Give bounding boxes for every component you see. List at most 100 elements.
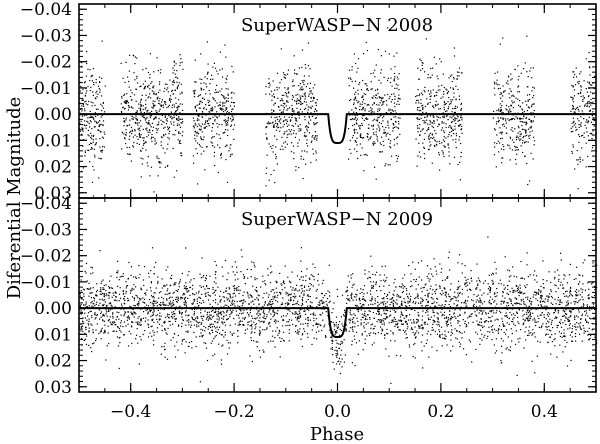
data-point xyxy=(468,288,471,290)
data-point xyxy=(200,137,202,140)
data-point xyxy=(298,167,300,169)
data-point xyxy=(226,100,228,102)
data-point xyxy=(415,280,417,282)
data-point xyxy=(540,296,542,298)
data-point xyxy=(408,346,411,348)
data-point xyxy=(125,101,127,103)
data-point xyxy=(465,279,467,281)
data-point xyxy=(396,160,398,162)
data-point xyxy=(221,68,223,70)
data-point xyxy=(306,126,308,128)
data-point xyxy=(295,169,297,171)
data-point xyxy=(588,106,590,108)
data-point xyxy=(473,294,475,296)
data-point xyxy=(101,280,103,283)
data-point xyxy=(224,44,226,46)
data-point xyxy=(514,302,516,305)
data-point xyxy=(153,106,155,108)
data-point xyxy=(429,101,431,104)
data-point xyxy=(520,133,522,135)
data-point xyxy=(480,310,482,312)
data-point xyxy=(233,318,235,320)
data-point xyxy=(204,310,206,312)
data-point xyxy=(519,337,521,339)
data-point xyxy=(119,287,121,289)
data-point xyxy=(256,297,258,299)
data-point xyxy=(173,121,175,123)
data-point xyxy=(459,309,461,311)
data-point xyxy=(489,302,491,304)
data-point xyxy=(560,332,562,334)
data-point xyxy=(80,120,82,122)
data-point xyxy=(380,122,382,125)
data-point xyxy=(458,95,460,97)
data-point xyxy=(576,292,578,294)
data-point xyxy=(530,120,532,122)
data-point xyxy=(370,324,372,326)
data-point xyxy=(557,296,559,299)
data-point xyxy=(105,306,108,308)
data-point xyxy=(167,143,169,145)
data-point xyxy=(153,104,155,106)
data-point xyxy=(311,115,313,117)
data-point xyxy=(89,116,91,119)
data-point xyxy=(355,96,357,98)
data-point xyxy=(157,96,159,98)
data-point xyxy=(275,146,277,148)
data-point xyxy=(503,123,505,125)
data-point xyxy=(509,97,511,99)
data-point xyxy=(238,292,240,295)
data-point xyxy=(307,126,310,128)
data-point xyxy=(305,275,307,277)
data-point xyxy=(85,92,87,94)
data-point xyxy=(451,74,453,76)
data-point xyxy=(250,337,252,339)
data-point xyxy=(581,313,584,315)
data-point xyxy=(501,131,504,133)
data-point xyxy=(91,301,93,303)
data-point xyxy=(511,118,513,120)
data-point xyxy=(592,117,594,119)
data-point xyxy=(519,118,521,120)
data-point xyxy=(211,106,213,108)
data-point xyxy=(376,89,379,91)
data-point xyxy=(585,121,587,123)
data-point xyxy=(208,318,210,320)
data-point xyxy=(588,81,591,83)
data-point xyxy=(509,346,511,348)
data-point xyxy=(387,79,389,82)
data-point xyxy=(111,296,113,298)
data-point xyxy=(421,61,423,64)
data-point xyxy=(364,273,366,275)
data-point xyxy=(221,108,223,110)
data-point xyxy=(397,84,399,86)
data-point xyxy=(363,304,365,306)
data-point xyxy=(353,148,356,150)
data-point xyxy=(395,116,397,118)
data-point xyxy=(149,124,151,126)
data-point xyxy=(446,114,448,116)
data-point xyxy=(201,101,203,104)
data-point xyxy=(116,311,118,313)
data-point xyxy=(373,111,375,113)
data-point xyxy=(87,104,89,106)
data-point xyxy=(451,117,453,119)
data-point xyxy=(216,326,218,328)
data-point xyxy=(494,146,496,148)
data-point xyxy=(345,328,348,330)
data-point xyxy=(321,293,323,295)
data-point xyxy=(590,98,592,101)
data-point xyxy=(483,292,485,294)
data-point xyxy=(282,72,285,74)
data-point xyxy=(424,116,426,118)
data-point xyxy=(470,313,472,316)
data-point xyxy=(80,85,82,87)
data-point xyxy=(374,166,376,168)
data-point xyxy=(179,54,181,56)
data-point xyxy=(216,318,218,320)
data-point xyxy=(420,99,422,101)
data-point xyxy=(223,105,225,107)
data-point xyxy=(574,290,576,292)
data-point xyxy=(385,163,387,165)
data-point xyxy=(191,308,193,310)
